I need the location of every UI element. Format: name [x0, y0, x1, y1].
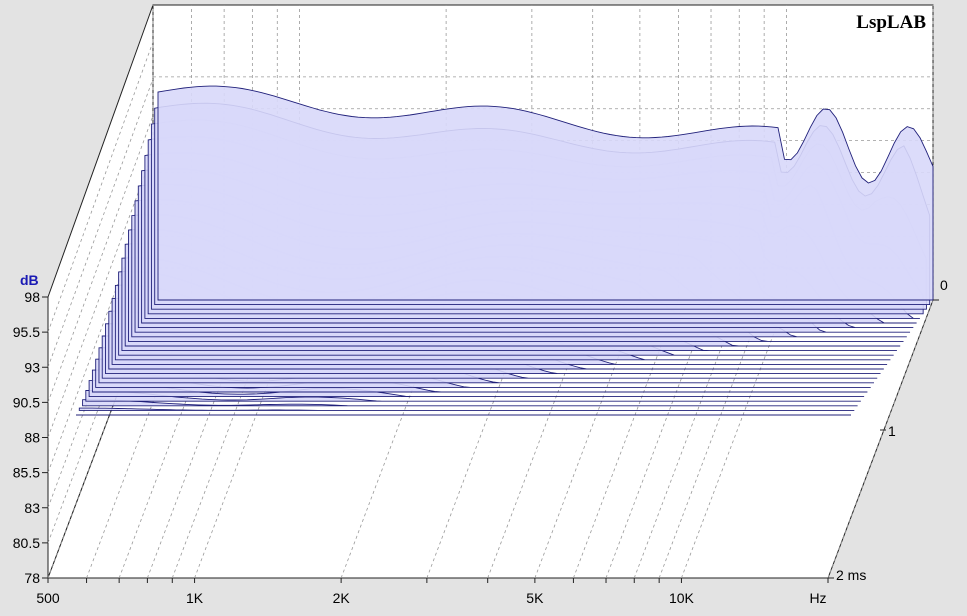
- decay-slice: [78, 407, 855, 411]
- x-tick-label: 500: [36, 590, 60, 606]
- side-grid-line: [47, 262, 154, 544]
- decay-slice: [82, 399, 858, 407]
- x-tick-label: 1K: [186, 590, 204, 606]
- x-tick-label: 5K: [526, 590, 544, 606]
- y-tick-label: 95.5: [13, 324, 40, 340]
- y-tick-label: 85.5: [13, 465, 40, 481]
- x-tick-label: 10K: [669, 590, 695, 606]
- decay-slice: [88, 380, 865, 398]
- y-tick-label: 88: [24, 430, 40, 446]
- side-grid-line: [47, 115, 154, 403]
- side-grid-line: [47, 189, 154, 473]
- x-grid-line: [827, 299, 934, 579]
- decay-slice: [85, 390, 861, 402]
- decay-slices: [76, 85, 934, 416]
- y-tick-label: 90.5: [13, 394, 40, 410]
- axes: 98 95.5 93 90.5 88 85.5 83 80.5 78 500 1K 2K 5K 10K 0 1…: [13, 277, 948, 606]
- y-tick-label: 98: [24, 289, 40, 305]
- brand-label: LspLAB: [856, 12, 926, 33]
- y-tick-label: 83: [24, 500, 40, 516]
- y-axis-unit: dB: [20, 272, 39, 288]
- y-tick-label: 80.5: [13, 535, 40, 551]
- side-grid-line: [47, 152, 154, 438]
- x-axis-unit: Hz: [809, 590, 826, 606]
- z-tick-label: 1: [888, 423, 896, 439]
- y-tick-label: 93: [24, 359, 40, 375]
- z-tick-label: 2 ms: [836, 567, 866, 583]
- decay-slice: [157, 85, 934, 301]
- x-tick-label: 2K: [333, 590, 351, 606]
- z-tick-label: 0: [940, 277, 948, 293]
- y-tick-label: 78: [24, 570, 40, 586]
